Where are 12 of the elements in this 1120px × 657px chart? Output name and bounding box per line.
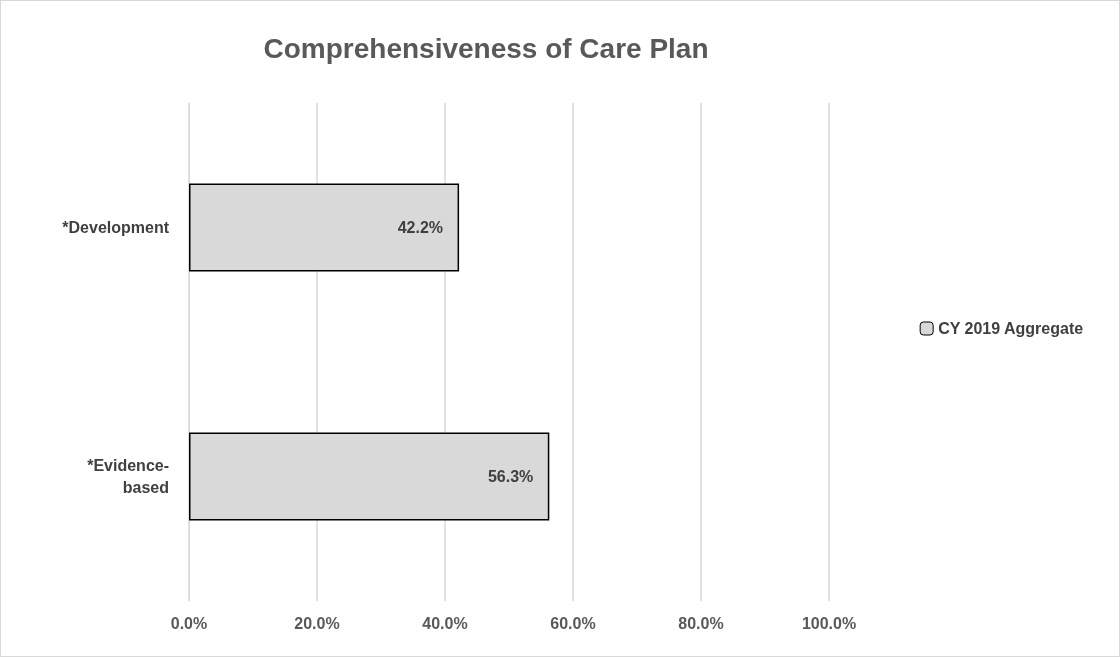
x-tick-label: 80.0% [678, 614, 724, 632]
legend-label: CY 2019 Aggregate [938, 320, 1084, 337]
x-tick-label: 40.0% [422, 614, 468, 632]
x-tick-label: 20.0% [294, 614, 340, 632]
x-tick-label: 60.0% [550, 614, 596, 632]
chart-title: Comprehensiveness of Care Plan [263, 32, 709, 64]
y-tick-label: *Development [62, 219, 170, 236]
y-tick-label: *Evidence-based [87, 457, 169, 496]
x-tick-label: 0.0% [170, 614, 208, 632]
data-label: 56.3% [487, 468, 534, 485]
data-label: 42.2% [397, 219, 444, 236]
x-tick-label: 100.0% [801, 614, 857, 632]
